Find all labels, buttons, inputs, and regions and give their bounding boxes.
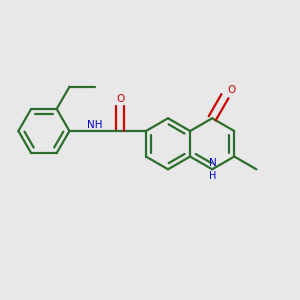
Text: H: H <box>209 170 217 181</box>
Text: O: O <box>116 94 124 104</box>
Text: NH: NH <box>87 120 102 130</box>
Text: O: O <box>227 85 236 95</box>
Text: N: N <box>209 158 217 168</box>
